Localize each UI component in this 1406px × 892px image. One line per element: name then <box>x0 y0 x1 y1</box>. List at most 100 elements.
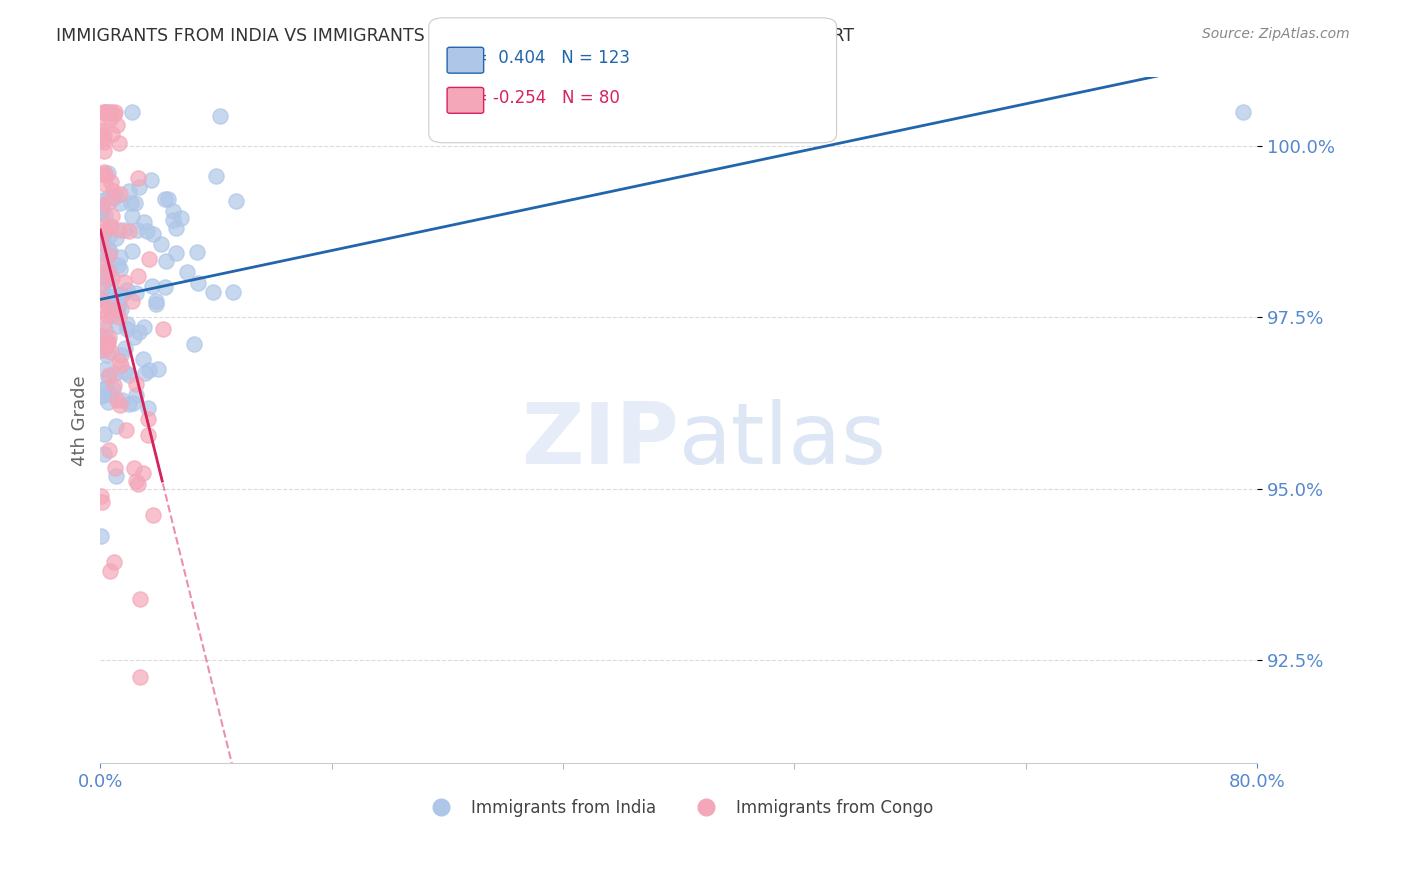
Immigrants from India <box>97 191 120 205</box>
Immigrants from Congo <box>152 322 174 336</box>
Immigrants from India <box>100 219 122 234</box>
Immigrants from India <box>183 337 205 351</box>
Immigrants from India <box>121 104 143 119</box>
Immigrants from India <box>186 245 208 260</box>
Immigrants from Congo <box>96 339 118 353</box>
Immigrants from Congo <box>127 477 149 491</box>
Immigrants from Congo <box>105 118 128 132</box>
Immigrants from India <box>105 231 128 245</box>
Immigrants from India <box>93 343 115 358</box>
Immigrants from India <box>98 245 121 260</box>
Immigrants from Congo <box>110 359 132 373</box>
Immigrants from India <box>93 447 115 461</box>
Immigrants from India <box>125 285 148 300</box>
Immigrants from Congo <box>100 104 122 119</box>
Immigrants from India <box>105 302 128 317</box>
Immigrants from India <box>101 382 124 396</box>
Immigrants from Congo <box>136 428 159 442</box>
Immigrants from India <box>110 302 132 317</box>
Text: IMMIGRANTS FROM INDIA VS IMMIGRANTS FROM CONGO 4TH GRADE CORRELATION CHART: IMMIGRANTS FROM INDIA VS IMMIGRANTS FROM… <box>56 27 855 45</box>
Immigrants from India <box>98 243 121 257</box>
Immigrants from Congo <box>90 198 112 212</box>
Immigrants from Congo <box>104 301 127 316</box>
Immigrants from India <box>104 295 127 310</box>
Immigrants from Congo <box>117 224 139 238</box>
Immigrants from India <box>222 285 245 299</box>
Immigrants from India <box>91 245 114 260</box>
Immigrants from India <box>125 223 148 237</box>
Immigrants from India <box>93 334 115 348</box>
Immigrants from India <box>145 294 167 309</box>
Immigrants from India <box>139 172 162 186</box>
Immigrants from India <box>112 223 135 237</box>
Immigrants from Congo <box>90 276 112 290</box>
Immigrants from India <box>125 388 148 402</box>
Immigrants from India <box>141 279 163 293</box>
Immigrants from India <box>94 208 117 222</box>
Immigrants from Congo <box>90 328 112 343</box>
Immigrants from India <box>110 393 132 408</box>
Immigrants from Congo <box>110 187 132 202</box>
Immigrants from Congo <box>96 104 118 119</box>
Immigrants from Congo <box>100 175 122 189</box>
Immigrants from Congo <box>125 474 148 488</box>
Immigrants from Congo <box>94 104 117 119</box>
Immigrants from India <box>91 194 114 208</box>
Immigrants from India <box>138 362 160 376</box>
Immigrants from India <box>94 381 117 395</box>
Immigrants from India <box>90 205 112 219</box>
Immigrants from India <box>132 320 155 334</box>
Immigrants from India <box>91 228 114 243</box>
Immigrants from India <box>91 201 114 215</box>
Immigrants from Congo <box>98 564 121 578</box>
Immigrants from India <box>94 338 117 352</box>
Immigrants from Congo <box>97 329 120 343</box>
Immigrants from Congo <box>93 136 115 150</box>
Immigrants from Congo <box>100 344 122 359</box>
Immigrants from India <box>107 258 129 272</box>
Immigrants from Congo <box>132 466 155 480</box>
Immigrants from Congo <box>90 258 112 272</box>
Immigrants from Congo <box>91 104 114 119</box>
Immigrants from Congo <box>90 489 112 503</box>
Immigrants from India <box>94 332 117 346</box>
Text: atlas: atlas <box>679 400 887 483</box>
Immigrants from India <box>157 192 180 206</box>
Immigrants from India <box>97 229 120 244</box>
Immigrants from India <box>148 362 170 376</box>
Immigrants from Congo <box>121 294 143 309</box>
Immigrants from India <box>115 284 138 298</box>
Immigrants from India <box>170 211 193 226</box>
Legend: Immigrants from India, Immigrants from Congo: Immigrants from India, Immigrants from C… <box>418 792 939 823</box>
Immigrants from India <box>103 295 125 310</box>
Immigrants from India <box>165 246 187 260</box>
Immigrants from India <box>90 529 112 543</box>
Immigrants from India <box>90 331 112 345</box>
Immigrants from Congo <box>90 167 112 181</box>
Immigrants from India <box>124 195 146 210</box>
Immigrants from Congo <box>138 252 160 266</box>
Immigrants from India <box>104 189 127 203</box>
Immigrants from Congo <box>90 115 112 129</box>
Immigrants from India <box>205 169 228 183</box>
Immigrants from Congo <box>107 310 129 324</box>
Immigrants from India <box>117 318 139 332</box>
Immigrants from India <box>89 292 111 306</box>
Text: R = -0.254   N = 80: R = -0.254 N = 80 <box>457 89 620 107</box>
Immigrants from India <box>136 401 159 415</box>
Immigrants from India <box>101 308 124 322</box>
Immigrants from India <box>103 368 125 382</box>
Immigrants from India <box>91 236 114 251</box>
Immigrants from Congo <box>101 127 124 141</box>
Immigrants from India <box>118 368 141 383</box>
Immigrants from India <box>97 395 120 409</box>
Immigrants from Congo <box>94 169 117 183</box>
Immigrants from India <box>128 180 150 194</box>
Immigrants from Congo <box>107 136 129 150</box>
Immigrants from Congo <box>98 442 121 457</box>
Immigrants from India <box>97 260 120 275</box>
Immigrants from Congo <box>97 194 120 209</box>
Immigrants from Congo <box>98 219 121 234</box>
Immigrants from India <box>93 322 115 336</box>
Text: ZIP: ZIP <box>522 400 679 483</box>
